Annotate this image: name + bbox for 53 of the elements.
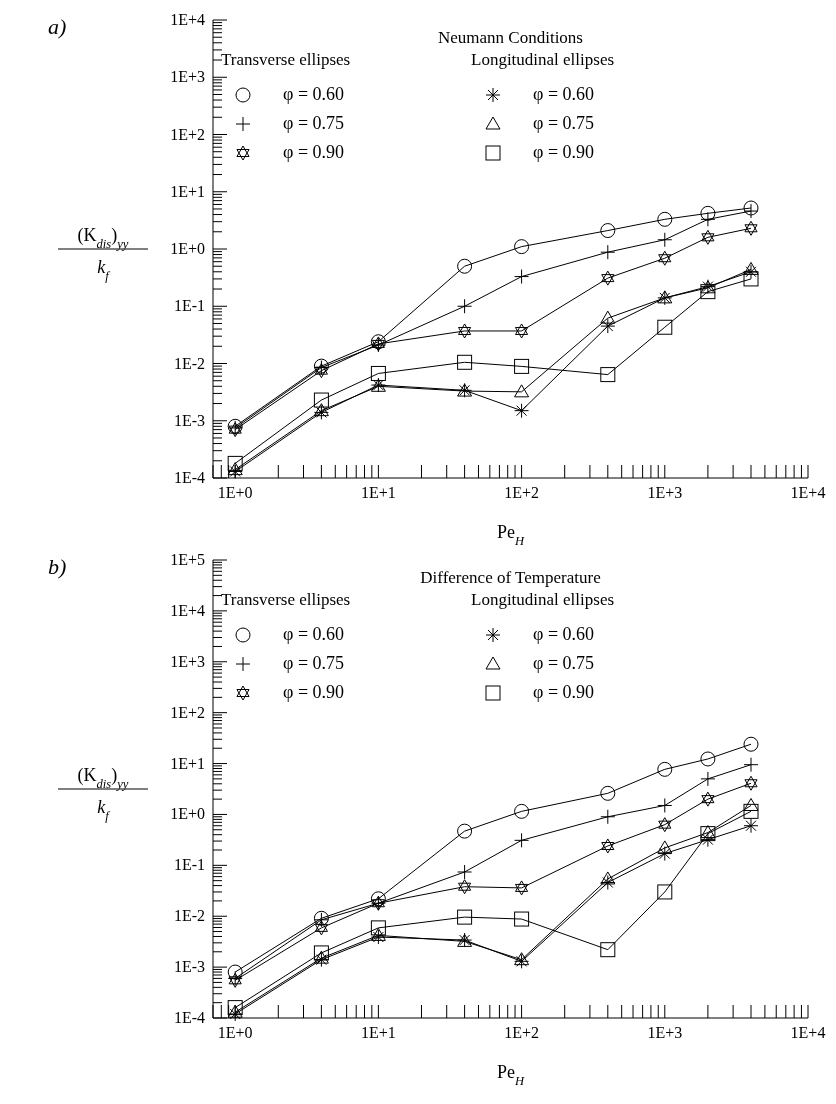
x-tick-label: 1E+2 (504, 1024, 539, 1041)
x-tick-label: 1E+1 (360, 1024, 396, 1041)
legend-label: φ = 0.75 (283, 653, 345, 674)
annotation: Longitudinal ellipses (471, 50, 616, 70)
y-axis-title: (K$_{dis}$)$_{yy}$ k$_{f}$ (77, 225, 129, 283)
x-tick-label: 1E+3 (647, 1024, 683, 1041)
y-tick-label: 1E+2 (170, 703, 205, 721)
legend-label: φ = 0.75 (533, 653, 595, 674)
y-tick-label: 1E+0 (170, 240, 205, 257)
legend-label: φ = 0.60 (533, 84, 595, 105)
y-tick-label: 1E+4 (170, 11, 205, 28)
y-tick-label: 1E-3 (173, 411, 205, 429)
x-tick-label: 1E+4 (790, 1024, 826, 1041)
y-tick-label: 1E+5 (170, 551, 205, 568)
y-tick-label: 1E+4 (170, 601, 205, 619)
legend-label: φ = 0.90 (533, 142, 595, 163)
x-tick-label: 1E+3 (647, 484, 683, 501)
legend-label: φ = 0.60 (283, 624, 345, 645)
y-tick-label: 1E+3 (170, 68, 205, 86)
annotation: Transverse ellipses (221, 50, 352, 70)
x-axis-title: Pe$_{H}$ (496, 522, 525, 548)
legend-label: φ = 0.60 (283, 84, 345, 105)
legend-label: φ = 0.75 (533, 113, 595, 134)
x-axis-title: Pe$_{H}$ (496, 1062, 525, 1088)
x-tick-label: 1E+1 (360, 484, 396, 501)
text: Neumann Conditions (437, 28, 584, 48)
annotation: Longitudinal ellipses (471, 590, 616, 610)
annotation: Transverse ellipses (221, 590, 352, 610)
text: Difference of Temperature (419, 568, 602, 588)
y-tick-label: 1E+2 (170, 125, 205, 143)
legend-label: φ = 0.90 (283, 142, 345, 163)
text: b) (48, 554, 67, 580)
text: a) (48, 14, 67, 40)
legend-label: φ = 0.60 (533, 624, 595, 645)
y-tick-label: 1E-3 (173, 958, 205, 976)
y-tick-label: 1E-1 (173, 856, 205, 874)
y-tick-label: 1E+0 (170, 805, 205, 823)
y-tick-label: 1E-2 (173, 354, 205, 372)
y-tick-label: 1E-2 (173, 907, 205, 925)
y-tick-label: 1E-1 (173, 297, 205, 315)
y-tick-label: 1E-4 (173, 469, 205, 486)
y-tick-label: 1E+3 (170, 652, 205, 670)
y-axis-title: (K$_{dis}$)$_{yy}$ k$_{f}$ (77, 765, 129, 823)
x-tick-label: 1E+0 (217, 1024, 253, 1041)
y-tick-label: 1E+1 (170, 182, 205, 200)
legend-label: φ = 0.90 (283, 682, 345, 703)
x-tick-label: 1E+2 (504, 484, 539, 501)
legend-label: φ = 0.75 (283, 113, 345, 134)
y-tick-label: 1E-4 (173, 1009, 205, 1026)
x-tick-label: 1E+0 (217, 484, 253, 501)
legend-label: φ = 0.90 (533, 682, 595, 703)
y-tick-label: 1E+1 (170, 754, 205, 772)
x-tick-label: 1E+4 (790, 484, 826, 501)
